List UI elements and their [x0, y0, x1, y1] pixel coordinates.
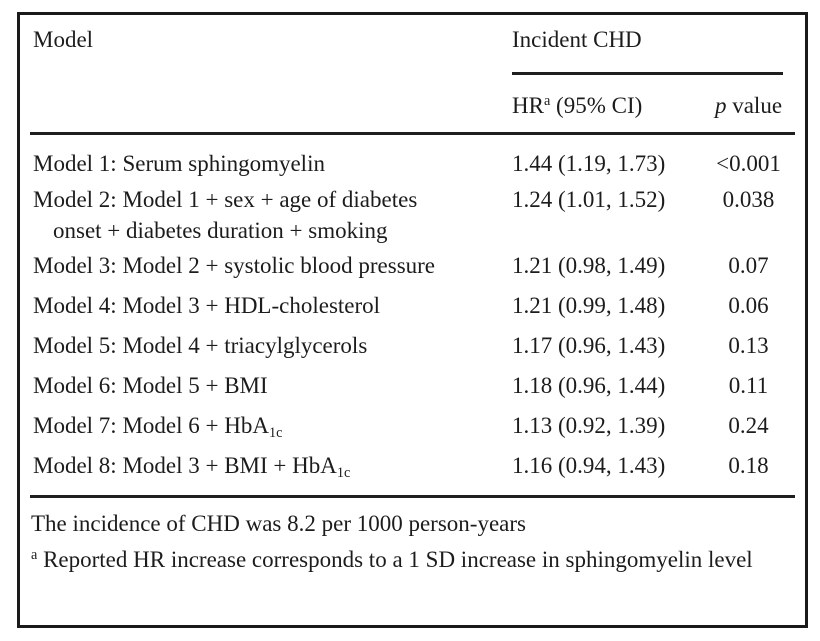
p-value-cell: 0.038 [722, 187, 775, 212]
model-cell-line: Model 5: Model 4 + triacylglycerols [33, 333, 368, 358]
table-row: Model 3: Model 2 + systolic blood pressu… [30, 246, 795, 286]
model-cell: Model 5: Model 4 + triacylglycerols [30, 326, 512, 366]
p-value-cell: 0.06 [728, 293, 769, 318]
hr-ci-cell: 1.13 (0.92, 1.39) [512, 413, 666, 438]
footer-rule [30, 495, 795, 498]
model-cell: Model 4: Model 3 + HDL-cholesterol [30, 286, 512, 326]
model-cell-line: Model 2: Model 1 + sex + age of diabetes [33, 187, 418, 212]
model-cell-line: Model 1: Serum sphingomyelin [33, 151, 325, 176]
table-row: Model 6: Model 5 + BMI 1.18 (0.96, 1.44) 0… [30, 366, 795, 406]
column-header-model: Model [33, 27, 94, 52]
model-cell-line: Model 4: Model 3 + HDL-cholesterol [33, 293, 381, 318]
hr-ci-cell: 1.44 (1.19, 1.73) [512, 151, 666, 176]
hr-ci-cell: 1.18 (0.96, 1.44) [512, 373, 666, 398]
model-cell: Model 3: Model 2 + systolic blood pressu… [30, 246, 512, 286]
column-header-hr-ci: HRa (95% CI) [512, 93, 643, 118]
p-value-cell: 0.18 [728, 453, 769, 478]
column-header-p-value: p value [714, 93, 783, 118]
table-body: Model 1: Serum sphingomyelin 1.44 (1.19, … [30, 135, 795, 495]
hr-ci-cell: 1.24 (1.01, 1.52) [512, 187, 666, 212]
header-rule [30, 132, 795, 135]
hr-ci-cell: 1.16 (0.94, 1.43) [512, 453, 666, 478]
p-value-cell: 0.07 [728, 253, 769, 278]
model-cell: Model 2: Model 1 + sex + age of diabetes… [30, 184, 512, 246]
table-row: Model 1: Serum sphingomyelin 1.44 (1.19, … [30, 144, 795, 184]
column-group-header-incident-chd: Incident CHD [512, 25, 783, 75]
table-note: a Reported HR increase corresponds to a … [31, 547, 753, 572]
model-cell: Model 1: Serum sphingomyelin [30, 144, 512, 184]
table-note: The incidence of CHD was 8.2 per 1000 pe… [31, 511, 526, 536]
model-cell-wrap-line: onset + diabetes duration + smoking [53, 218, 388, 243]
p-value-cell: 0.11 [728, 373, 769, 398]
hr-ci-cell: 1.17 (0.96, 1.43) [512, 333, 666, 358]
model-cell-line: Model 3: Model 2 + systolic blood pressu… [33, 253, 436, 278]
model-cell: Model 8: Model 3 + BMI + HbA1c [30, 446, 512, 486]
p-value-cell: 0.13 [728, 333, 769, 358]
subheader-spacer [30, 91, 512, 121]
table-row: Model 7: Model 6 + HbA1c 1.13 (0.92, 1.39… [30, 406, 795, 446]
table-row: Model 8: Model 3 + BMI + HbA1c 1.16 (0.94… [30, 446, 795, 486]
model-cell: Model 6: Model 5 + BMI [30, 366, 512, 406]
table-notes: The incidence of CHD was 8.2 per 1000 pe… [30, 498, 795, 578]
p-value-cell: 0.24 [728, 413, 769, 438]
table-row: Model 2: Model 1 + sex + age of diabetes… [30, 184, 795, 246]
hr-ci-cell: 1.21 (0.98, 1.49) [512, 253, 666, 278]
table-row: Model 5: Model 4 + triacylglycerols 1.17 … [30, 326, 795, 366]
p-value-cell: <0.001 [716, 151, 781, 176]
table-subheader-row: HRa (95% CI) p value [30, 75, 795, 132]
hr-ci-cell: 1.21 (0.99, 1.48) [512, 293, 666, 318]
table-frame: Model Incident CHD HRa (95% CI) p value … [17, 12, 808, 628]
table-row: Model 4: Model 3 + HDL-cholesterol 1.21 (… [30, 286, 795, 326]
model-cell: Model 7: Model 6 + HbA1c [30, 406, 512, 446]
model-cell-line: Model 6: Model 5 + BMI [33, 373, 268, 398]
model-cell-line: Model 8: Model 3 + BMI + HbA1c [33, 453, 351, 481]
model-cell-line: Model 7: Model 6 + HbA1c [33, 413, 283, 441]
table-header-row: Model Incident CHD [30, 15, 795, 75]
